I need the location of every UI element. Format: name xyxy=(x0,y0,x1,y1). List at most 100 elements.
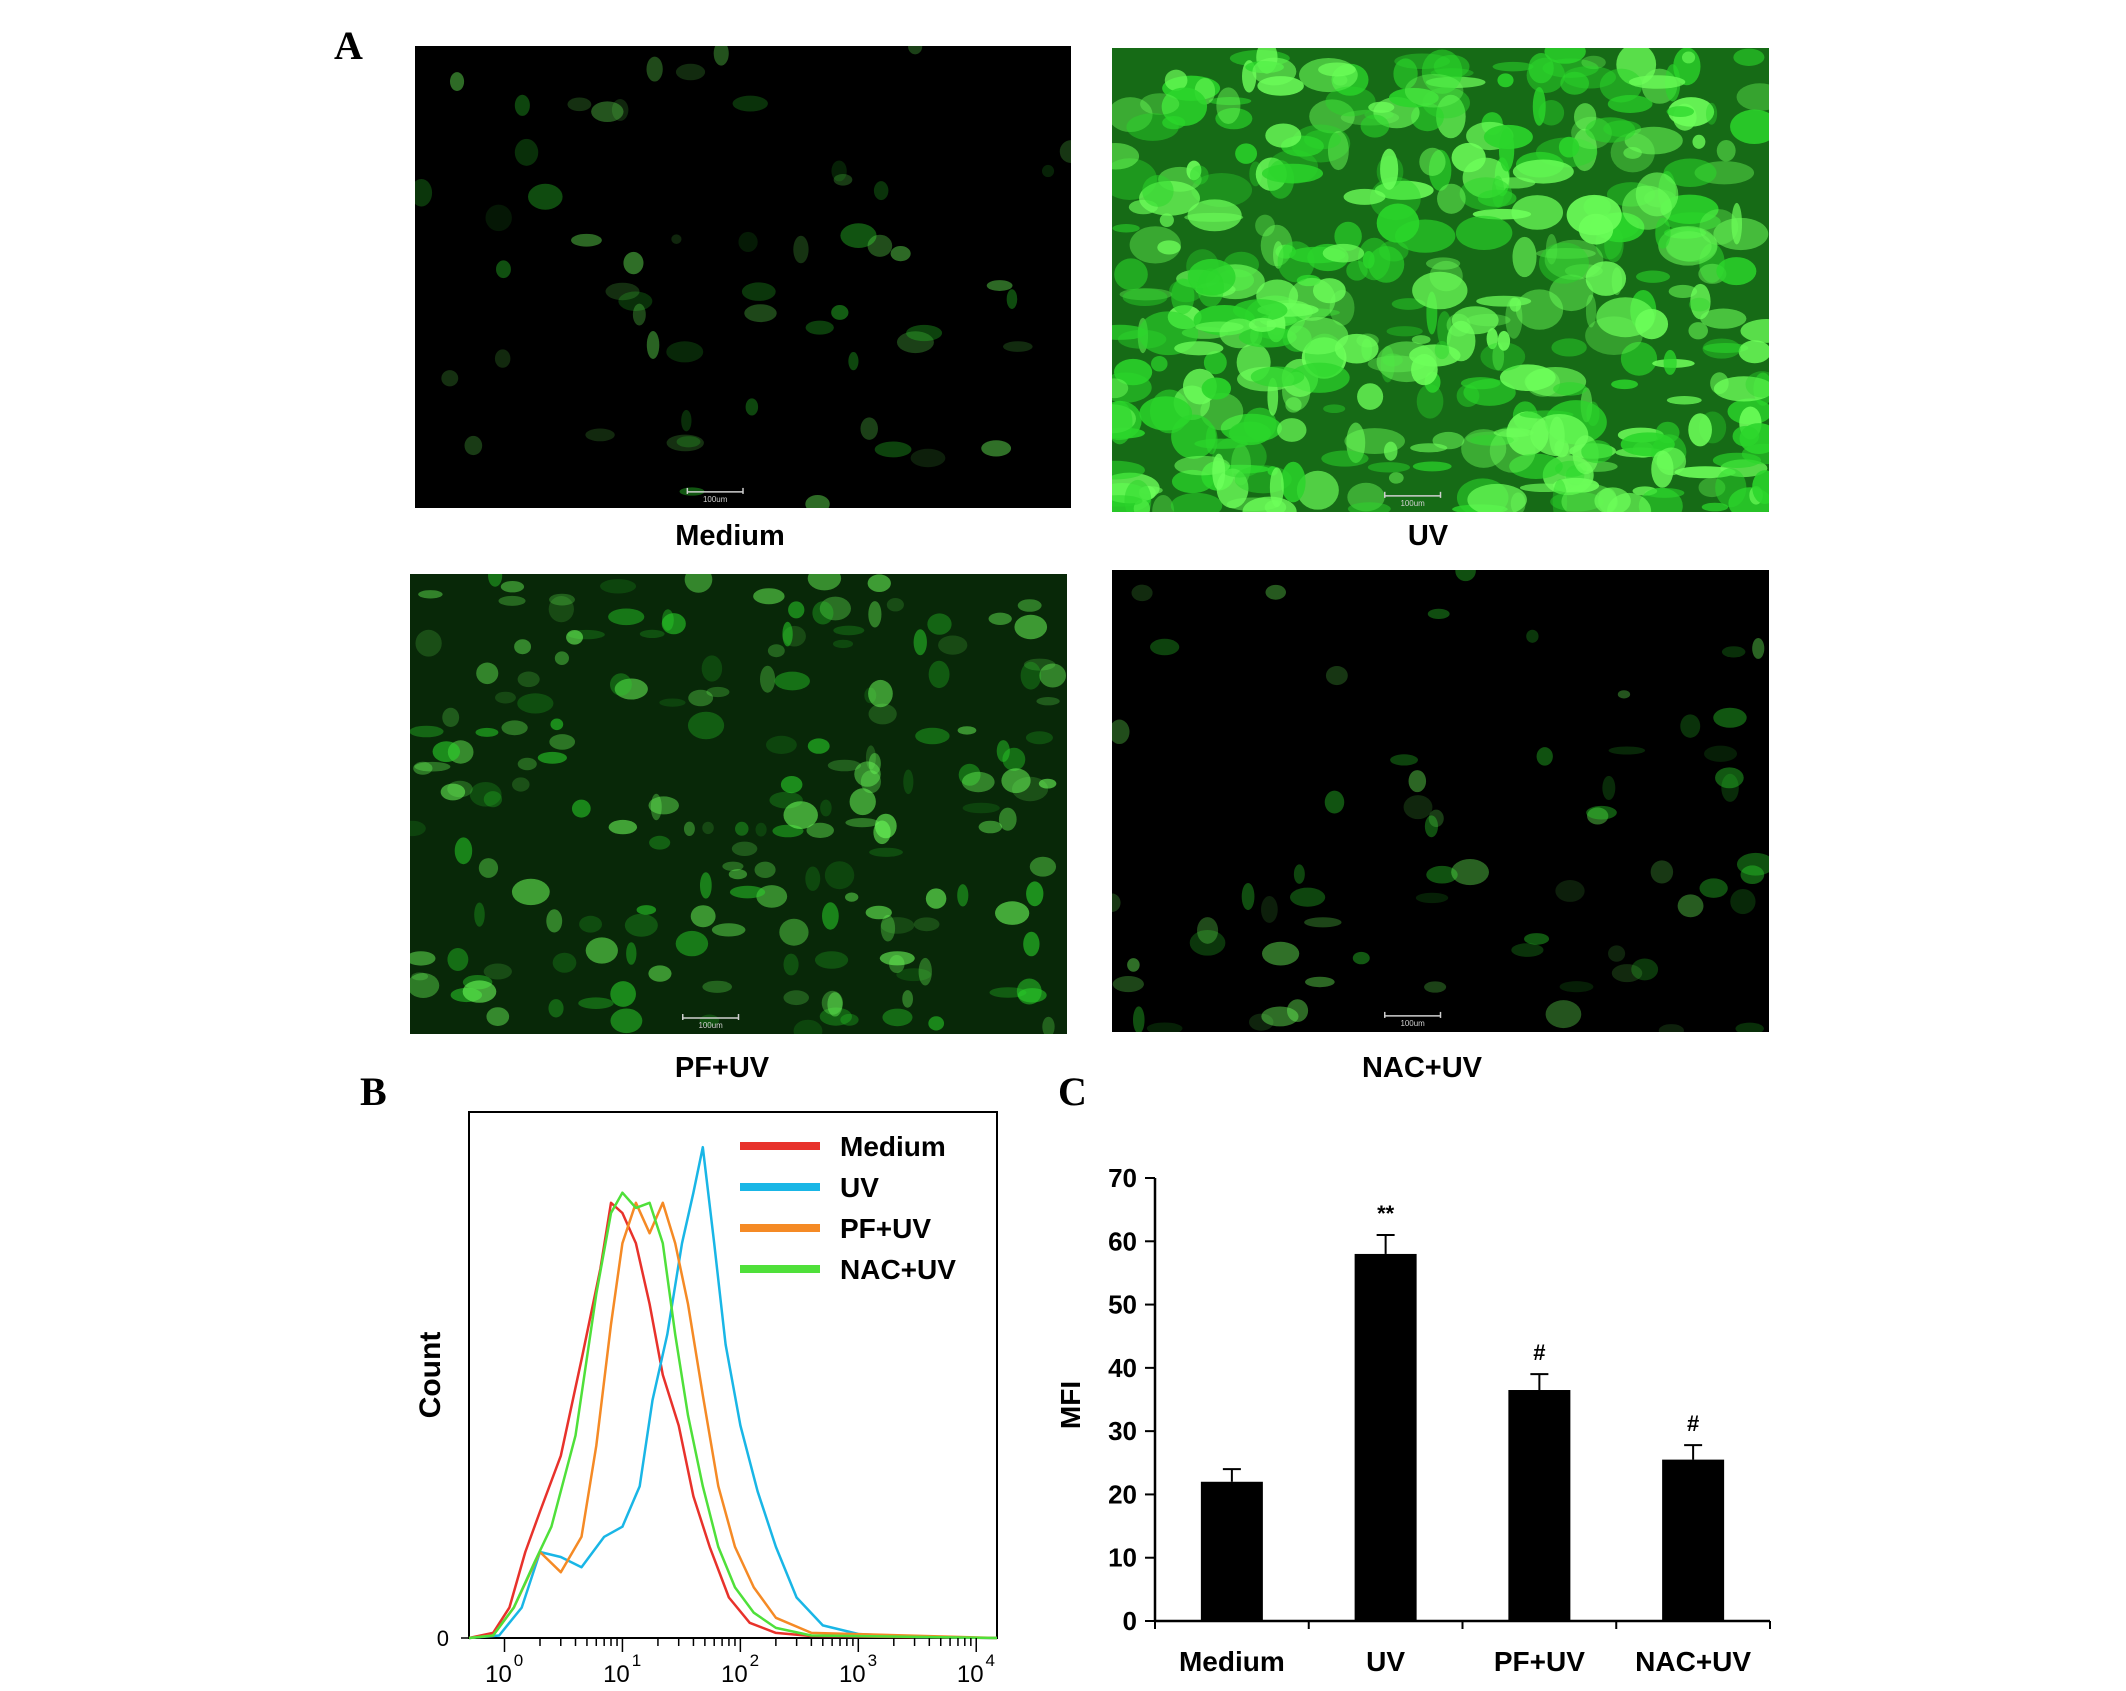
fluorescent-cell xyxy=(805,866,821,891)
fluorescent-cell xyxy=(1451,306,1499,335)
fluorescent-cell xyxy=(1014,614,1048,640)
fluorescent-cell xyxy=(514,639,532,655)
y-tick-label: 0 xyxy=(1123,1606,1137,1636)
fluorescent-cell xyxy=(1511,943,1544,957)
fluorescent-cell xyxy=(1164,69,1188,91)
fluorescent-cell xyxy=(819,1007,852,1026)
fluorescent-cell xyxy=(1735,1022,1764,1032)
fluorescent-cell xyxy=(1532,87,1546,126)
fluorescent-cell xyxy=(880,917,915,934)
fluorescent-cell xyxy=(418,590,443,599)
fluorescent-cell xyxy=(566,630,584,645)
fluorescent-cell xyxy=(1140,93,1180,115)
fluorescent-cell xyxy=(1113,358,1153,386)
fluorescent-cell xyxy=(1388,87,1439,108)
x-tick-label: NAC+UV xyxy=(1635,1646,1751,1677)
fluorescent-cell xyxy=(1656,447,1687,476)
fluorescent-cell xyxy=(793,235,809,264)
fluorescent-cell xyxy=(585,428,615,442)
x-tick-label: 10 xyxy=(485,1661,512,1688)
fluorescent-cell xyxy=(623,251,644,275)
fluorescent-cell xyxy=(767,644,785,658)
fluorescent-cell xyxy=(675,930,709,957)
fluorescent-cell xyxy=(1512,236,1537,278)
fluorescent-cell xyxy=(1677,894,1704,918)
fluorescent-cell xyxy=(1296,470,1339,510)
fluorescent-cell xyxy=(745,398,759,416)
fluorescent-cell xyxy=(1688,413,1712,447)
fluorescent-cell xyxy=(478,858,499,878)
fluorescent-cell xyxy=(1287,999,1309,1022)
fluorescent-cell xyxy=(1738,340,1769,364)
fluorescent-cell xyxy=(1017,599,1042,612)
fluorescent-cell xyxy=(1303,129,1341,150)
fluorescent-cell xyxy=(1255,214,1275,237)
fluorescent-cell xyxy=(624,913,658,937)
fluorescent-cell xyxy=(820,799,832,817)
fluorescent-cell xyxy=(464,435,483,456)
fluorescent-cell xyxy=(410,973,440,998)
y-axis-label: MFI xyxy=(1055,1381,1086,1429)
fluorescent-cell xyxy=(1736,852,1769,876)
fluorescent-cell xyxy=(729,885,766,899)
fluorescent-cell xyxy=(827,992,843,1017)
fluorescent-cell xyxy=(867,574,891,592)
fluorescent-cell xyxy=(1688,297,1710,312)
fluorescent-cell xyxy=(1419,147,1446,177)
fluorescent-cell xyxy=(1038,778,1057,789)
fluorescent-cell xyxy=(1408,770,1427,793)
fluorescent-cell xyxy=(741,282,776,301)
fluorescent-cell xyxy=(1470,434,1514,446)
fluorescent-cell xyxy=(865,745,876,770)
fluorescent-cell xyxy=(614,678,648,700)
fluorescent-cell xyxy=(1730,888,1756,915)
micrograph-medium-image: 100um xyxy=(415,46,1071,508)
fluorescent-cell xyxy=(869,847,903,857)
fluorescent-cell xyxy=(1425,257,1461,270)
fluorescent-cell xyxy=(1631,958,1659,981)
fluorescent-cell xyxy=(1545,234,1558,265)
fluorescent-cell xyxy=(1112,460,1145,480)
fluorescent-cell xyxy=(1524,933,1550,945)
fluorescent-cell xyxy=(1699,209,1739,245)
fluorescent-cell xyxy=(415,178,433,207)
fluorescent-cell xyxy=(998,807,1017,831)
fluorescent-cell xyxy=(1006,289,1018,309)
fluorescent-cell xyxy=(874,813,897,839)
fluorescent-cell xyxy=(1241,882,1255,911)
fluorescent-cell xyxy=(961,771,995,793)
fluorescent-cell xyxy=(1288,277,1336,321)
fluorescent-cell xyxy=(1668,284,1698,298)
fluorescent-cell xyxy=(1424,815,1439,838)
fluorescent-cell xyxy=(1690,283,1711,320)
fluorescent-cell xyxy=(1029,856,1057,877)
fluorescent-cell xyxy=(1142,174,1174,207)
fluorescent-cell xyxy=(462,980,497,1003)
x-tick-label: 10 xyxy=(603,1661,630,1688)
fluorescent-cell xyxy=(675,63,706,81)
fluorescent-cell xyxy=(1703,745,1738,762)
fluorescent-cell xyxy=(414,761,451,772)
fluorescent-cell xyxy=(1041,164,1055,178)
fluorescent-cell xyxy=(1304,917,1342,928)
fluorescent-cell xyxy=(1231,444,1251,486)
fluorescent-cell xyxy=(1126,113,1179,141)
fluorescent-cell xyxy=(1545,1000,1582,1029)
fluorescent-cell xyxy=(1558,136,1580,158)
fluorescent-cell xyxy=(1334,333,1379,364)
fluorescent-cell xyxy=(906,324,943,342)
fluorescent-cell xyxy=(1680,714,1701,738)
fluorescent-cell xyxy=(1585,261,1627,296)
fluorescent-cell xyxy=(1152,495,1175,512)
fluorescent-cell xyxy=(1112,893,1121,912)
fluorescent-cell xyxy=(1412,461,1452,472)
fluorescent-cell xyxy=(1599,68,1643,103)
fluorescent-cell xyxy=(1476,295,1532,307)
fluorescent-cell xyxy=(1553,382,1588,396)
bar-nac-uv xyxy=(1662,1459,1725,1621)
scale-bar-label: 100um xyxy=(1400,1019,1425,1028)
fluorescent-cell xyxy=(1650,860,1674,884)
fluorescent-cell xyxy=(1424,981,1447,993)
fluorescent-cell xyxy=(1269,467,1284,508)
fluorescent-cell xyxy=(1740,319,1769,343)
